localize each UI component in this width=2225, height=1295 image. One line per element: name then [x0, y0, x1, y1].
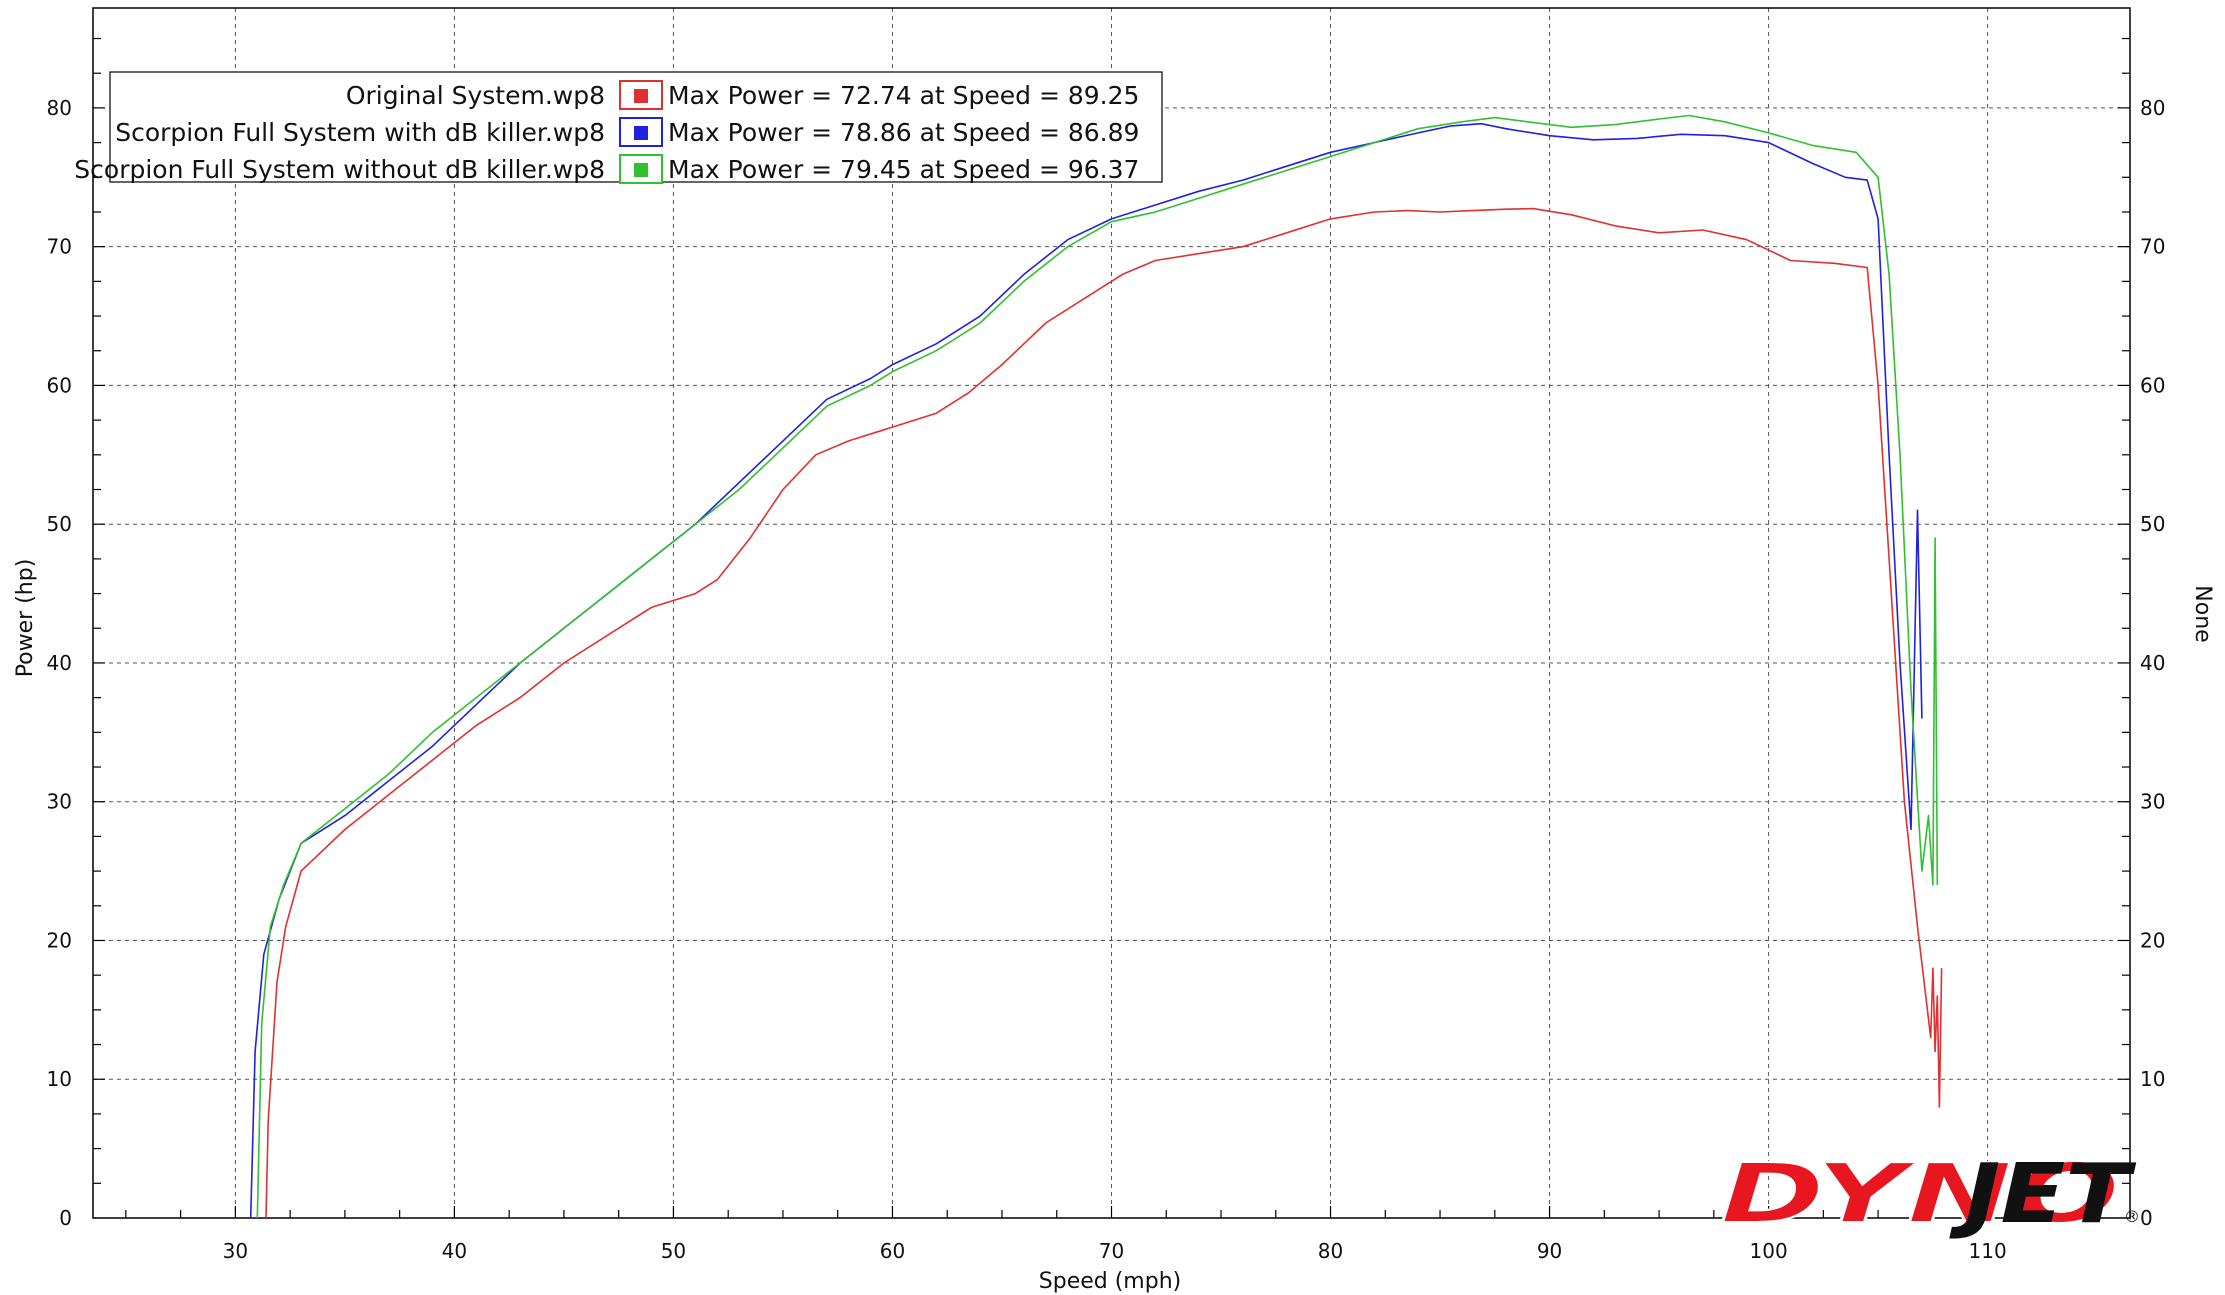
y2-tick-label: 40 — [2140, 651, 2165, 675]
x-tick-label: 100 — [1750, 1239, 1788, 1263]
legend-series-name: Scorpion Full System with dB killer.wp8 — [115, 118, 605, 147]
y-tick-label: 60 — [47, 373, 72, 397]
series-line-2 — [249, 122, 1923, 1219]
registered-mark: ® — [2124, 1207, 2140, 1226]
y2-axis-title: None — [2190, 585, 2215, 642]
x-tick-label: 90 — [1537, 1239, 1562, 1263]
y2-tick-label: 70 — [2140, 235, 2165, 259]
series-line-1 — [265, 207, 1943, 1219]
series-lines — [249, 114, 1943, 1219]
legend-swatch — [634, 126, 648, 140]
y2-tick-label: 80 — [2140, 96, 2165, 120]
legend: Original System.wp8 Max Power = 72.74 at … — [74, 71, 1163, 184]
y2-tick-label: 30 — [2140, 790, 2165, 814]
x-tick-label: 80 — [1318, 1239, 1343, 1263]
x-tick-label: 60 — [880, 1239, 905, 1263]
y2-tick-label: 10 — [2140, 1067, 2165, 1091]
y-tick-label: 70 — [47, 235, 72, 259]
legend-series-stat: Max Power = 78.86 at Speed = 86.89 — [668, 118, 1139, 147]
y-tick-label: 40 — [47, 651, 72, 675]
x-tick-label: 70 — [1099, 1239, 1124, 1263]
x-tick-label: 110 — [1969, 1239, 2007, 1263]
dynojet-logo: DYNO JET ® — [1719, 1146, 2140, 1243]
minor-ticks — [93, 37, 2130, 1218]
y-tick-label: 30 — [47, 790, 72, 814]
y2-tick-label: 20 — [2140, 928, 2165, 952]
y-tick-labels-left: 0 10 20 30 40 50 60 70 80 — [47, 96, 72, 1230]
y-tick-label: 80 — [47, 96, 72, 120]
legend-series-name: Original System.wp8 — [346, 81, 605, 110]
legend-series-stat: Max Power = 79.45 at Speed = 96.37 — [668, 155, 1139, 184]
legend-series-stat: Max Power = 72.74 at Speed = 89.25 — [668, 81, 1139, 110]
y2-tick-label: 50 — [2140, 512, 2165, 536]
x-tick-labels: 30 40 50 60 70 80 90 100 110 — [223, 1239, 2007, 1263]
x-axis-title: Speed (mph) — [1039, 1269, 1181, 1294]
dynojet-logo-text: DYNO — [1720, 1147, 2120, 1242]
x-tick-label: 40 — [442, 1239, 467, 1263]
y-tick-label: 20 — [47, 928, 72, 952]
legend-series-name: Scorpion Full System without dB killer.w… — [74, 155, 605, 184]
y2-tick-label: 60 — [2140, 373, 2165, 397]
y-tick-label: 0 — [59, 1206, 72, 1230]
legend-swatch — [634, 163, 648, 177]
y2-tick-label: 0 — [2140, 1206, 2153, 1230]
series-line-3 — [256, 114, 1939, 1219]
y-axis-title: Power (hp) — [13, 559, 38, 678]
plot-frame — [92, 7, 2131, 1219]
legend-swatch — [634, 89, 648, 103]
x-tick-label: 30 — [223, 1239, 248, 1263]
y-tick-label: 50 — [47, 512, 72, 536]
legend-swatch-frame — [619, 154, 663, 184]
legend-swatch-frame — [619, 117, 663, 147]
x-tick-label: 50 — [661, 1239, 686, 1263]
y-tick-labels-right: 0 10 20 30 40 50 60 70 80 — [2140, 96, 2165, 1230]
y-tick-label: 10 — [47, 1067, 72, 1091]
dynojet-logo-text-2: JET — [1949, 1147, 2137, 1242]
